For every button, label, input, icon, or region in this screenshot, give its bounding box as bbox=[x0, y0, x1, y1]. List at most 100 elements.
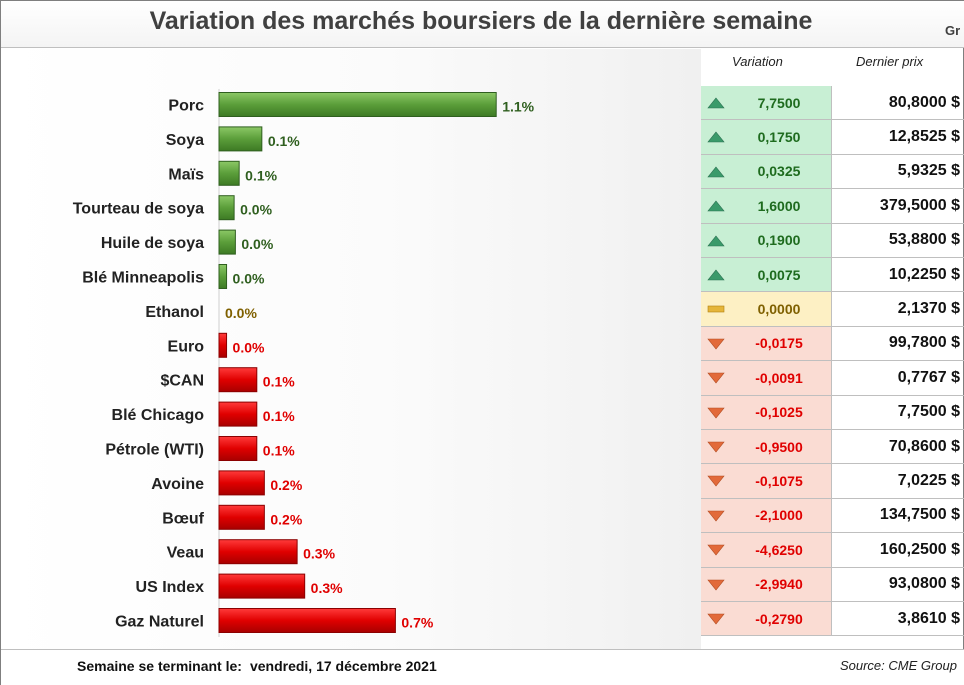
triangle-up-icon bbox=[707, 199, 725, 213]
triangle-down-icon bbox=[707, 371, 725, 385]
week-date: vendredi, 17 décembre 2021 bbox=[249, 658, 437, 674]
variation-value: 0,1900 bbox=[757, 232, 801, 249]
table-row: -0,1075 7,0225 $ bbox=[701, 464, 964, 499]
table-row: 0,0325 5,9325 $ bbox=[701, 154, 964, 190]
variation-cell: 7,7500 bbox=[701, 86, 832, 120]
variation-cell: -0,0175 bbox=[701, 326, 832, 361]
bar-up bbox=[218, 160, 240, 186]
variation-cell: -0,1075 bbox=[701, 464, 832, 498]
variation-value: -0,1025 bbox=[755, 404, 803, 421]
table-row: 0,1750 12,8525 $ bbox=[701, 120, 964, 155]
variation-cell: -4,6250 bbox=[701, 533, 832, 567]
bar-down bbox=[218, 436, 258, 461]
bar-up bbox=[218, 264, 228, 289]
last-price-value: 53,8800 $ bbox=[888, 231, 960, 249]
bar-down bbox=[218, 401, 258, 427]
data-label: 0.1% bbox=[268, 133, 300, 149]
triangle-up-icon bbox=[707, 130, 725, 144]
data-label: 0.0% bbox=[240, 202, 272, 218]
last-price-value: 10,2250 $ bbox=[888, 265, 960, 283]
category-label: Bœuf bbox=[162, 510, 204, 527]
bar-up bbox=[218, 195, 235, 221]
category-label: Porc bbox=[168, 98, 204, 115]
triangle-up-icon bbox=[707, 96, 725, 110]
last-price-value: 7,7500 $ bbox=[897, 403, 960, 421]
variation-value: -0,0091 bbox=[755, 369, 803, 386]
data-label: 0.0% bbox=[233, 339, 265, 355]
bar-down bbox=[218, 608, 396, 633]
variation-value: -0,9500 bbox=[755, 438, 803, 455]
data-label: 0.7% bbox=[401, 615, 433, 631]
variation-cell: 0,0075 bbox=[701, 258, 832, 292]
table-row: -0,2790 3,8610 $ bbox=[701, 602, 964, 637]
source-note: Source: CME Group bbox=[839, 658, 957, 673]
table-row: -2,9940 93,0800 $ bbox=[701, 567, 964, 602]
variation-cell: 1,6000 bbox=[701, 189, 832, 223]
bar-up bbox=[218, 229, 236, 255]
variation-cell: 0,1900 bbox=[701, 223, 832, 257]
bar-down bbox=[218, 470, 265, 496]
last-price-value: 160,2500 $ bbox=[879, 540, 960, 558]
category-label: $CAN bbox=[160, 373, 204, 390]
triangle-down-icon bbox=[707, 474, 725, 488]
bar-chart: Porc 1.1% Soya 0.1% Maïs 0.1% Tourteau de soya… bbox=[73, 89, 535, 637]
table-row: 0,0000 2,1370 $ bbox=[701, 292, 964, 327]
variation-cell: -0,1025 bbox=[701, 395, 832, 429]
variation-value: 0,0325 bbox=[757, 163, 801, 180]
variation-cell: 0,0325 bbox=[701, 154, 832, 189]
footer: Semaine se terminant le: vendredi, 17 déc… bbox=[1, 649, 964, 685]
week-label: Semaine se terminant le: bbox=[77, 658, 242, 674]
data-label: 1.1% bbox=[502, 99, 534, 115]
triangle-down-icon bbox=[707, 509, 725, 523]
category-label: Ethanol bbox=[145, 304, 204, 321]
bar-down bbox=[218, 504, 265, 530]
variation-value: -0,2790 bbox=[755, 610, 803, 627]
data-label: 0.2% bbox=[270, 511, 302, 527]
bar-up bbox=[218, 126, 263, 152]
data-label: 0.0% bbox=[241, 236, 273, 252]
triangle-up-icon bbox=[707, 268, 725, 282]
variation-value: -2,9940 bbox=[755, 576, 803, 593]
data-label: 0.3% bbox=[311, 580, 343, 596]
category-label: US Index bbox=[136, 579, 205, 596]
variation-cell: -0,2790 bbox=[701, 602, 832, 636]
variation-value: 0,1750 bbox=[757, 129, 801, 146]
chart-area bbox=[1, 49, 701, 649]
last-price-value: 93,0800 $ bbox=[888, 575, 960, 593]
table-row: -0,0091 0,7767 $ bbox=[701, 361, 964, 396]
category-label: Gaz Naturel bbox=[115, 614, 204, 631]
table-row: 0,1900 53,8800 $ bbox=[701, 223, 964, 258]
variation-value: -2,1000 bbox=[755, 507, 803, 524]
last-price-value: 70,8600 $ bbox=[888, 437, 960, 455]
data-label: 0.1% bbox=[263, 443, 295, 459]
table-row: -0,0175 99,7800 $ bbox=[701, 326, 964, 362]
variation-value: -0,1075 bbox=[755, 473, 803, 490]
category-label: Tourteau de soya bbox=[73, 201, 204, 218]
last-price-value: 2,1370 $ bbox=[897, 300, 960, 318]
variation-value: 7,7500 bbox=[757, 94, 801, 111]
bar-down bbox=[218, 332, 228, 358]
triangle-up-icon bbox=[707, 234, 725, 248]
category-label: Blé Minneapolis bbox=[82, 270, 204, 287]
variation-cell: -2,9940 bbox=[701, 567, 832, 601]
category-label: Huile de soya bbox=[101, 235, 204, 252]
title-bar: Variation des marchés boursiers de la de… bbox=[1, 1, 964, 48]
last-price-value: 7,0225 $ bbox=[897, 472, 960, 490]
table-row: -4,6250 160,2500 $ bbox=[701, 533, 964, 568]
category-label: Euro bbox=[168, 338, 205, 355]
last-price-value: 134,7500 $ bbox=[879, 506, 960, 524]
data-label: 0.3% bbox=[303, 546, 335, 562]
last-price-value: 12,8525 $ bbox=[888, 128, 960, 146]
variation-value: 0,0000 bbox=[757, 301, 801, 318]
variation-value: 0,0075 bbox=[757, 266, 801, 283]
dash-icon bbox=[707, 302, 725, 316]
triangle-down-icon bbox=[707, 337, 725, 351]
category-label: Pétrole (WTI) bbox=[105, 442, 204, 459]
last-price-value: 379,5000 $ bbox=[879, 196, 960, 214]
title-fragment: Gr bbox=[945, 23, 961, 38]
last-price-value: 5,9325 $ bbox=[897, 162, 960, 180]
header-last-price: Dernier prix bbox=[856, 54, 924, 69]
variation-value: -4,6250 bbox=[755, 541, 803, 558]
bar-down bbox=[218, 573, 306, 599]
